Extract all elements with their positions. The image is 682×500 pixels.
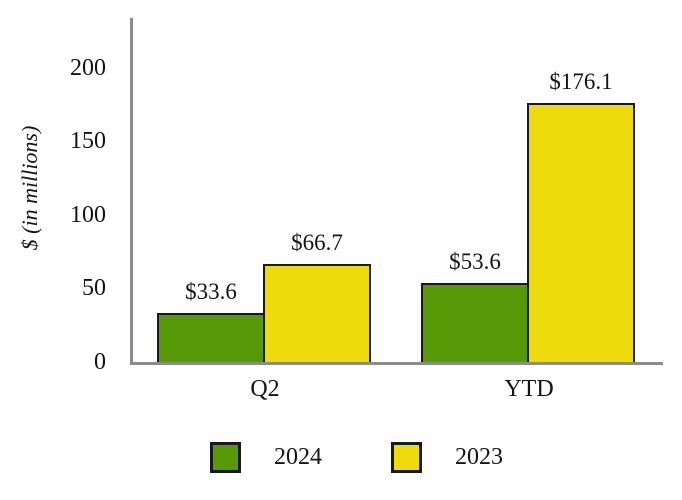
y-axis-title: $ (in millions): [17, 125, 42, 251]
plot-area: $33.6 $66.7 Q2 $53.6 $176.1 YTD: [130, 18, 663, 402]
legend-swatch-2023: [391, 442, 422, 473]
y-tick-label: 100: [70, 201, 106, 228]
bar-value-label-2024-q2: $33.6: [185, 279, 237, 304]
bar-value-label-2024-ytd: $53.6: [449, 249, 501, 274]
bar-2023-ytd: [527, 103, 635, 362]
bar-2024-ytd: [421, 283, 529, 362]
chart-legend: 2024 2023: [210, 442, 503, 473]
legend-item-2024: 2024: [210, 442, 322, 473]
legend-swatch-2024: [210, 442, 241, 473]
legend-label-2023: 2023: [455, 444, 503, 470]
x-category-label-q2: Q2: [250, 376, 280, 402]
y-tick-label: 200: [70, 54, 106, 81]
y-tick-label: 50: [82, 275, 106, 302]
bar-value-label-2023-q2: $66.7: [291, 230, 343, 255]
bar-value-label-2023-ytd: $176.1: [549, 69, 613, 94]
legend-item-2023: 2023: [391, 442, 503, 473]
x-category-label-ytd: YTD: [504, 376, 554, 402]
bar-2024-q2: [157, 313, 265, 362]
legend-label-2024: 2024: [274, 444, 322, 470]
y-tick-label: 0: [94, 349, 106, 375]
bar-2023-q2: [263, 264, 371, 362]
y-tick-label: 150: [70, 128, 106, 155]
